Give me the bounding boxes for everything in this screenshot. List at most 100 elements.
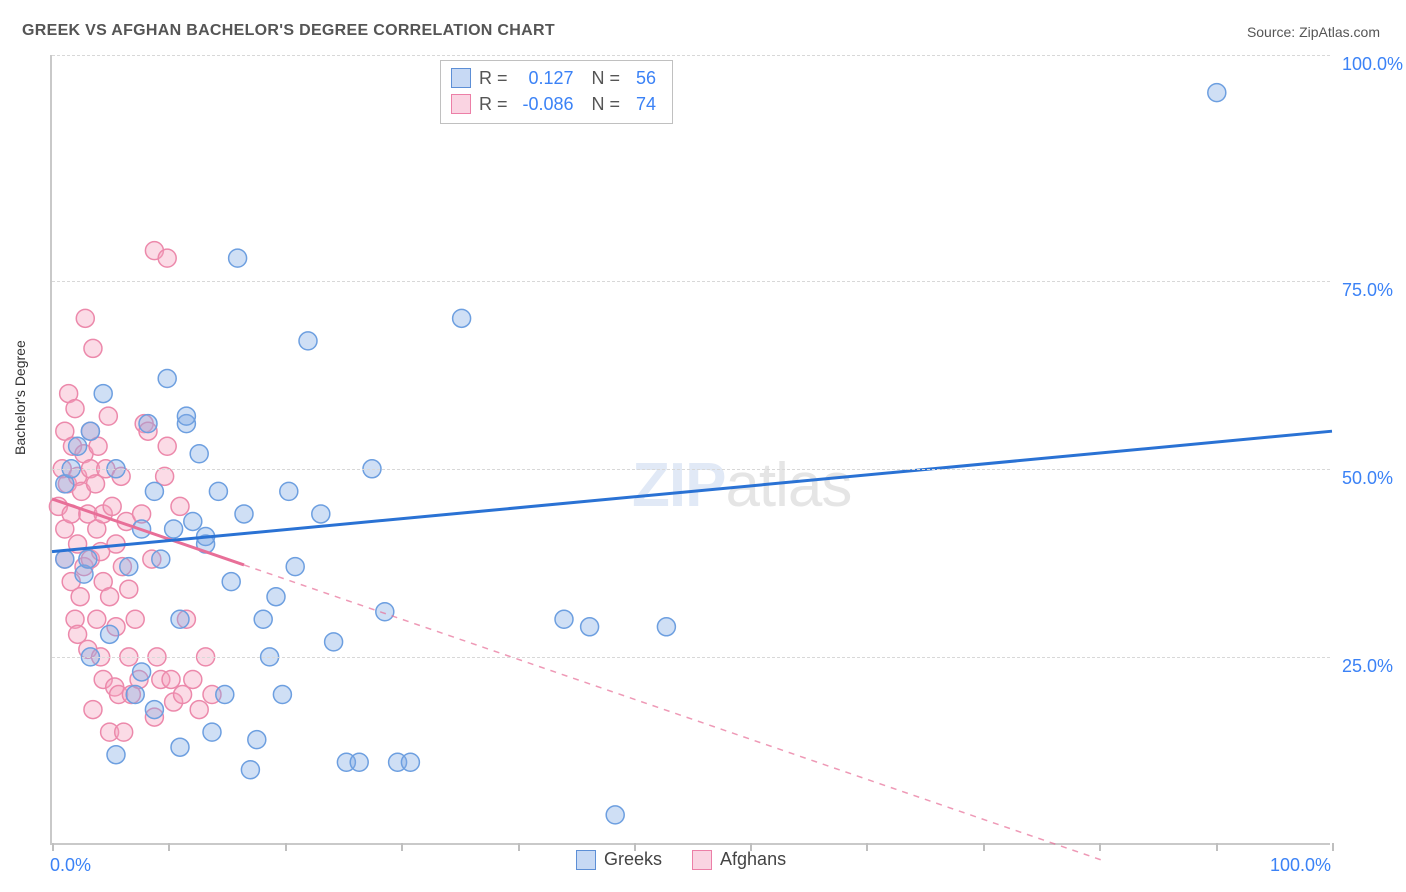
data-point-greeks — [325, 633, 343, 651]
data-point-greeks — [158, 370, 176, 388]
data-point-afghans — [184, 670, 202, 688]
data-point-afghans — [126, 610, 144, 628]
plot-area: ZIPatlas — [50, 55, 1330, 845]
y-tick-label: 25.0% — [1342, 656, 1393, 677]
data-point-greeks — [139, 415, 157, 433]
data-point-greeks — [299, 332, 317, 350]
data-point-greeks — [120, 558, 138, 576]
data-point-greeks — [606, 806, 624, 824]
data-point-greeks — [376, 603, 394, 621]
data-point-afghans — [158, 249, 176, 267]
chart-svg — [52, 55, 1330, 843]
legend-item-greeks: Greeks — [576, 849, 662, 870]
swatch-blue-icon — [576, 850, 596, 870]
data-point-greeks — [171, 610, 189, 628]
data-point-afghans — [120, 580, 138, 598]
x-tick — [401, 843, 403, 851]
swatch-pink-icon — [692, 850, 712, 870]
data-point-greeks — [171, 738, 189, 756]
data-point-greeks — [280, 482, 298, 500]
legend-item-afghans: Afghans — [692, 849, 786, 870]
data-point-greeks — [216, 686, 234, 704]
swatch-blue-icon — [451, 68, 471, 88]
data-point-afghans — [84, 701, 102, 719]
gridline — [52, 55, 1330, 56]
data-point-greeks — [101, 625, 119, 643]
data-point-greeks — [79, 550, 97, 568]
data-point-greeks — [107, 746, 125, 764]
data-point-afghans — [84, 339, 102, 357]
swatch-pink-icon — [451, 94, 471, 114]
data-point-greeks — [190, 445, 208, 463]
legend-label: Afghans — [720, 849, 786, 870]
data-point-afghans — [66, 400, 84, 418]
data-point-greeks — [254, 610, 272, 628]
source-attribution: Source: ZipAtlas.com — [1247, 24, 1380, 40]
data-point-afghans — [162, 670, 180, 688]
data-point-greeks — [177, 407, 195, 425]
x-tick — [1332, 843, 1334, 851]
data-point-afghans — [71, 588, 89, 606]
data-point-greeks — [248, 731, 266, 749]
y-tick-label: 75.0% — [1342, 280, 1393, 301]
gridline — [52, 657, 1330, 658]
data-point-greeks — [312, 505, 330, 523]
data-point-afghans — [115, 723, 133, 741]
stat-row-greeks: R = 0.127 N = 56 — [451, 65, 656, 91]
x-tick — [1099, 843, 1101, 851]
y-tick-label: 100.0% — [1342, 54, 1403, 75]
data-point-greeks — [165, 520, 183, 538]
data-point-afghans — [99, 407, 117, 425]
data-point-greeks — [69, 437, 87, 455]
trend-line — [52, 431, 1332, 551]
data-point-greeks — [209, 482, 227, 500]
data-point-greeks — [81, 422, 99, 440]
x-tick — [866, 843, 868, 851]
data-point-greeks — [267, 588, 285, 606]
x-tick — [1216, 843, 1218, 851]
gridline — [52, 469, 1330, 470]
series-legend: Greeks Afghans — [576, 849, 786, 870]
data-point-afghans — [190, 701, 208, 719]
x-tick-label: 100.0% — [1270, 855, 1331, 876]
stat-r-value-afghans: -0.086 — [516, 91, 574, 117]
data-point-greeks — [1208, 84, 1226, 102]
correlation-stats-legend: R = 0.127 N = 56 R = -0.086 N = 74 — [440, 60, 673, 124]
data-point-afghans — [101, 588, 119, 606]
data-point-greeks — [133, 663, 151, 681]
y-axis-label: Bachelor's Degree — [12, 340, 28, 455]
data-point-greeks — [56, 550, 74, 568]
data-point-greeks — [203, 723, 221, 741]
y-tick-label: 50.0% — [1342, 468, 1393, 489]
data-point-afghans — [88, 610, 106, 628]
data-point-greeks — [657, 618, 675, 636]
data-point-greeks — [184, 512, 202, 530]
x-tick — [983, 843, 985, 851]
data-point-greeks — [145, 482, 163, 500]
data-point-greeks — [401, 753, 419, 771]
x-tick — [52, 843, 54, 851]
data-point-greeks — [229, 249, 247, 267]
x-tick-label: 0.0% — [50, 855, 91, 876]
stat-r-label: R = — [479, 91, 508, 117]
stat-n-label: N = — [582, 91, 621, 117]
x-tick — [285, 843, 287, 851]
data-point-greeks — [152, 550, 170, 568]
data-point-greeks — [126, 686, 144, 704]
data-point-greeks — [222, 573, 240, 591]
data-point-greeks — [453, 309, 471, 327]
legend-label: Greeks — [604, 849, 662, 870]
stat-n-value-greeks: 56 — [628, 65, 656, 91]
stat-r-label: R = — [479, 65, 508, 91]
x-tick — [168, 843, 170, 851]
trend-line-dashed — [244, 565, 1102, 860]
data-point-greeks — [235, 505, 253, 523]
data-point-greeks — [94, 385, 112, 403]
data-point-greeks — [350, 753, 368, 771]
stat-r-value-greeks: 0.127 — [516, 65, 574, 91]
data-point-afghans — [76, 309, 94, 327]
data-point-afghans — [158, 437, 176, 455]
stat-n-label: N = — [582, 65, 621, 91]
gridline — [52, 281, 1330, 282]
data-point-greeks — [145, 701, 163, 719]
